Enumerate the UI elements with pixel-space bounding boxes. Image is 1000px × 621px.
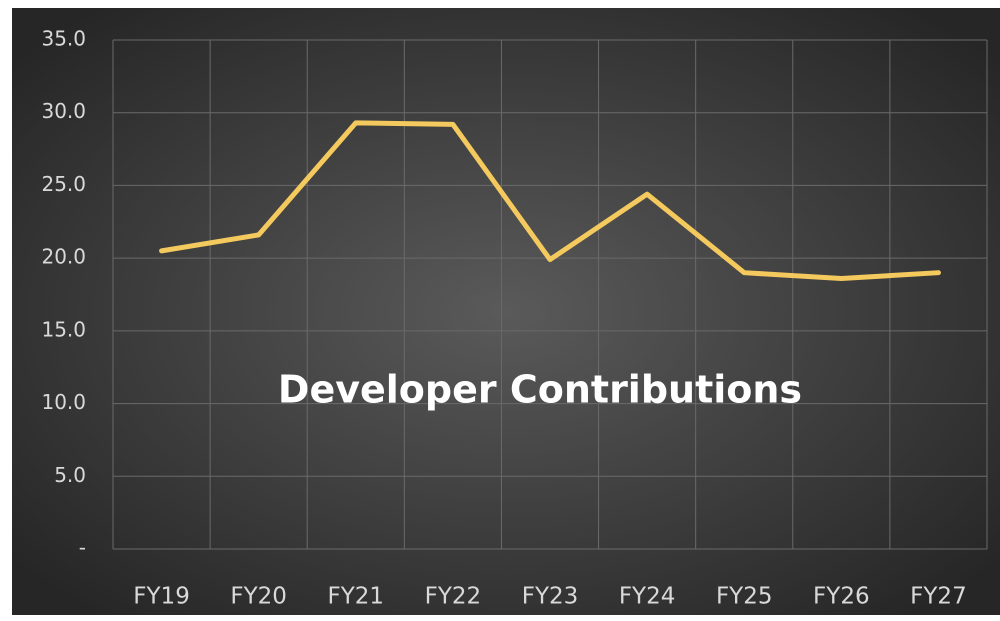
x-tick-label: FY27 [910,584,967,610]
y-tick-label: 10.0 [41,390,86,414]
x-tick-label: FY20 [230,584,287,610]
y-tick-label: 30.0 [41,99,86,123]
x-tick-label: FY26 [813,584,870,610]
y-tick-label: 35.0 [41,27,86,51]
x-tick-label: FY21 [328,584,385,610]
y-tick-label: 25.0 [41,172,86,196]
data-line [159,120,941,282]
x-tick-label: FY22 [425,584,482,610]
y-tick-label: 5.0 [54,463,86,487]
x-tick-label: FY19 [133,584,190,610]
x-tick-label: FY24 [619,584,676,610]
x-tick-label: FY25 [716,584,773,610]
y-tick-label: 20.0 [41,245,86,269]
x-tick-label: FY23 [522,584,579,610]
chart-background [12,8,1000,615]
y-tick-label: 15.0 [41,317,86,341]
chart-title: Developer Contributions [278,368,802,412]
y-tick-label: - [79,536,86,560]
